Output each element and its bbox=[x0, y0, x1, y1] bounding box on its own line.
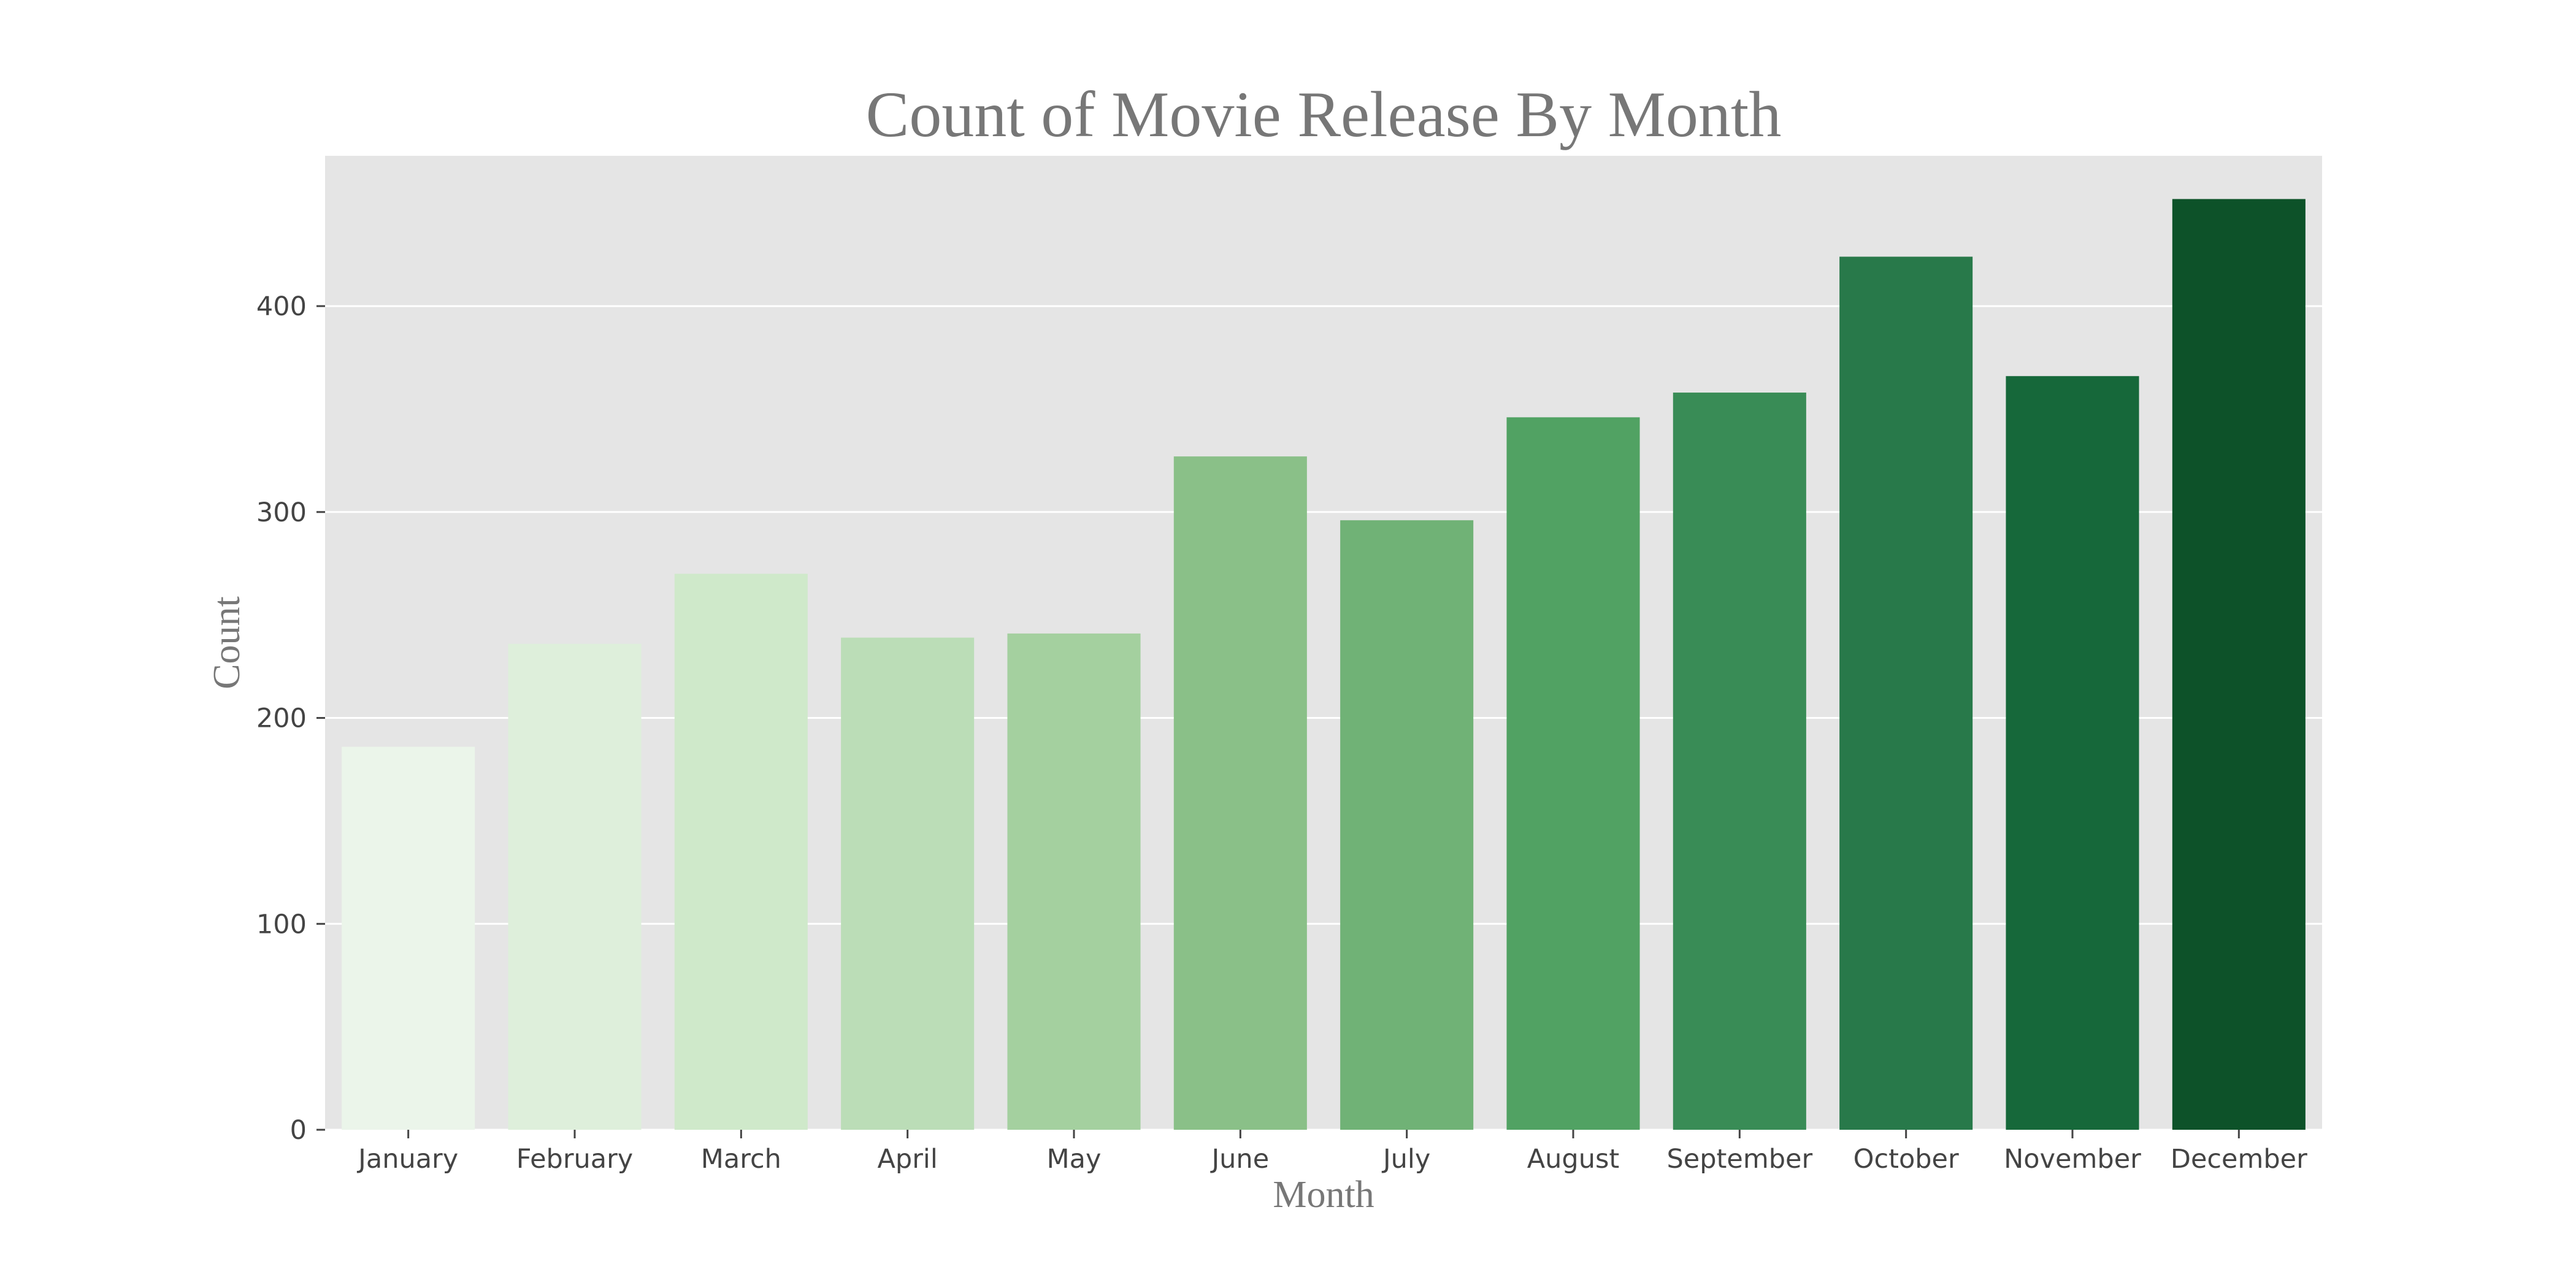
y-axis-label: Count bbox=[206, 596, 248, 689]
gridlines bbox=[325, 305, 2322, 1131]
y-tick-label: 0 bbox=[290, 1115, 307, 1146]
bar-january bbox=[342, 746, 475, 1130]
x-tick-label: October bbox=[1853, 1144, 1959, 1175]
bar-november bbox=[2006, 376, 2139, 1130]
x-tick-label: January bbox=[356, 1144, 458, 1175]
x-axis-ticks: January February March April May June July Augu… bbox=[356, 1130, 2307, 1175]
x-tick-label: February bbox=[516, 1144, 634, 1175]
y-tick-label: 300 bbox=[256, 497, 307, 528]
bar-february bbox=[508, 643, 642, 1130]
x-tick-label: August bbox=[1527, 1144, 1619, 1175]
bar-august bbox=[1506, 417, 1640, 1130]
bar-july bbox=[1340, 520, 1474, 1130]
bar-june bbox=[1173, 456, 1307, 1130]
bar-september bbox=[1673, 393, 1806, 1130]
x-tick-label: April bbox=[878, 1144, 938, 1175]
y-axis-ticks: 0 100 200 300 400 bbox=[256, 291, 325, 1146]
bar-october bbox=[1839, 256, 1973, 1130]
y-tick-label: 200 bbox=[256, 703, 307, 734]
y-tick-label: 100 bbox=[256, 909, 307, 940]
x-tick-label: September bbox=[1666, 1144, 1812, 1175]
y-tick-label: 400 bbox=[256, 291, 307, 322]
x-tick-label: November bbox=[2004, 1144, 2141, 1175]
plot-area-background bbox=[325, 156, 2322, 1130]
bar-may bbox=[1007, 633, 1141, 1130]
x-tick-label: June bbox=[1210, 1144, 1270, 1175]
x-tick-label: March bbox=[701, 1144, 781, 1175]
bar-march bbox=[674, 573, 808, 1130]
x-axis-label: Month bbox=[1273, 1174, 1374, 1216]
x-tick-label: May bbox=[1047, 1144, 1102, 1175]
x-tick-label: December bbox=[2171, 1144, 2307, 1175]
chart-title: Count of Movie Release By Month bbox=[866, 79, 1782, 150]
x-tick-label: July bbox=[1381, 1144, 1430, 1175]
bar-december bbox=[2172, 199, 2306, 1130]
bars bbox=[342, 199, 2306, 1130]
bar-april bbox=[841, 637, 975, 1130]
